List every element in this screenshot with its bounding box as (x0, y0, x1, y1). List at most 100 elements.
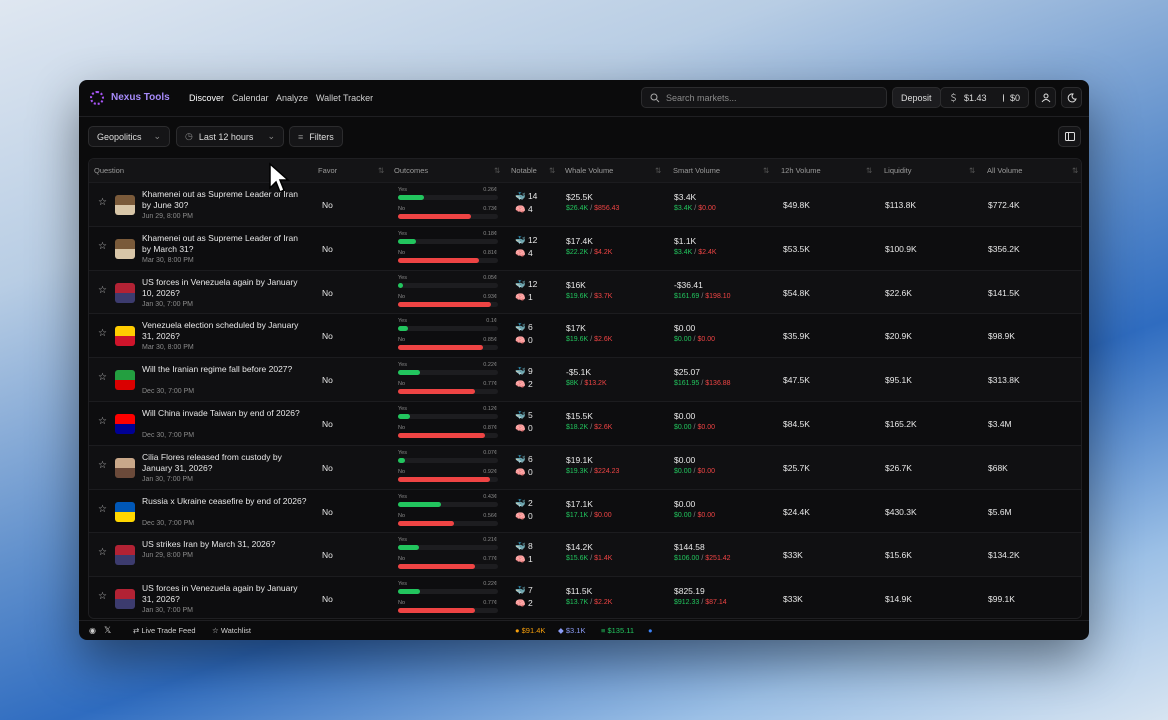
favorite-star[interactable]: ☆ (98, 372, 107, 384)
question[interactable]: Cilia Flores released from custody by Ja… (142, 451, 282, 473)
favorite-star[interactable]: ☆ (98, 240, 107, 252)
question[interactable]: US strikes Iran by March 31, 2026? (142, 539, 276, 550)
nav-link[interactable]: Analyze (276, 93, 309, 103)
outcome-track (398, 345, 498, 351)
sell: $0.00 (697, 511, 716, 519)
market-row[interactable]: ☆ Khamenei out as Supreme Leader of Iran … (89, 225, 1081, 270)
divider (79, 116, 1089, 117)
brand[interactable]: Nexus Tools (111, 92, 170, 103)
favor: No (322, 550, 333, 561)
market-row[interactable]: ☆ Khamenei out as Supreme Leader of Iran … (89, 182, 1081, 226)
smart-count: 🧠 1 (515, 291, 533, 302)
market-row[interactable]: ☆ Will China invade Taiwan by end of 2026… (89, 401, 1081, 445)
account-button[interactable] (1035, 87, 1056, 108)
sell: $0.00 (594, 511, 612, 519)
question[interactable]: Khamenei out as Supreme Leader of Iran b… (142, 232, 298, 254)
smart-count: 🧠 0 (515, 423, 533, 433)
column-header[interactable]: Question (94, 159, 224, 182)
column-header[interactable]: Liquidity (884, 159, 979, 182)
sell: $198.10 (705, 292, 731, 300)
favorite-star[interactable]: ☆ (98, 503, 107, 515)
favorite-star[interactable]: ☆ (98, 459, 107, 471)
market-row[interactable]: ☆ US strikes Iran by March 31, 2026? Jun 2… (89, 532, 1081, 577)
range-select[interactable]: ◷ Last 12 hours ⌄ (176, 126, 284, 147)
liquidity: $14.9K (885, 594, 912, 605)
question[interactable]: Khamenei out as Supreme Leader of Iran b… (142, 189, 298, 210)
column-header[interactable]: All Volume (987, 159, 1081, 182)
discord-icon[interactable]: ◉ (89, 626, 96, 635)
outcome-label: No (398, 468, 406, 475)
market-row[interactable]: ☆ Russia x Ukraine ceasefire by end of 20… (89, 488, 1081, 533)
smart-count: 🧠 0 (515, 510, 533, 521)
favorite-star[interactable]: ☆ (98, 416, 107, 427)
whale-count: 🐳 2 (515, 497, 533, 508)
market-row[interactable]: ☆ Venezuela election scheduled by January… (89, 313, 1081, 358)
column-header[interactable]: 12h Volume (781, 159, 876, 182)
liquidity: $95.1K (885, 375, 912, 386)
x-icon[interactable]: 𝕏 (104, 625, 112, 635)
outcome-label: No (398, 293, 406, 300)
outcome-bar (398, 433, 485, 438)
smart-breakdown: $0.00/$0.00 (674, 424, 715, 431)
separator: / (693, 467, 696, 475)
favor: No (322, 594, 333, 605)
nav-link[interactable]: Calendar (232, 93, 269, 103)
nav-link[interactable]: Discover (189, 93, 225, 103)
outcome-label: No (398, 512, 406, 519)
end-date: Dec 30, 7:00 PM (142, 388, 195, 396)
outcome-bar (398, 238, 416, 244)
filters-button[interactable]: ≡ Filters (289, 126, 343, 147)
search-box[interactable]: Search markets... (641, 87, 887, 108)
separator: / (701, 292, 704, 300)
outcome-label: No (398, 600, 406, 607)
theme-button[interactable] (1061, 87, 1082, 108)
market-row[interactable]: ☆ US forces in Venezuela again by January… (89, 576, 1081, 618)
outcome-bar (398, 520, 454, 526)
volume-12h: $35.9K (783, 331, 810, 342)
feed-link[interactable]: ⇄ Live Trade Feed (133, 626, 196, 635)
end-date: Dec 30, 7:00 PM (142, 432, 195, 439)
favorite-star[interactable]: ☆ (98, 547, 107, 559)
question[interactable]: US forces in Venezuela again by January … (142, 583, 298, 605)
market-row[interactable]: ☆ Will the Iranian regime fall before 202… (89, 357, 1081, 402)
question[interactable]: Will the Iranian regime fall before 2027… (142, 364, 293, 375)
liquidity: $22.6K (885, 287, 912, 298)
favorite-star[interactable]: ☆ (98, 328, 107, 340)
ticker: $91.4K (521, 626, 546, 635)
column-header[interactable]: Whale Volume (565, 159, 665, 182)
question[interactable]: Russia x Ukraine ceasefire by end of 202… (142, 495, 307, 506)
points: $0 (1009, 92, 1020, 103)
balance-button[interactable]: ＄ $1.43 $0 (940, 87, 1029, 108)
outcome-price: 0.93¢ (483, 293, 497, 300)
sort-icon: ⇅ (549, 159, 556, 182)
column-header[interactable]: Outcomes (394, 159, 504, 182)
panel-toggle[interactable] (1058, 126, 1081, 147)
question[interactable]: Will China invade Taiwan by end of 2026? (142, 408, 300, 418)
outcome-label: No (398, 381, 406, 388)
favorite-star[interactable]: ☆ (98, 591, 107, 603)
whale-volume: $11.5K (566, 586, 593, 597)
column-header[interactable]: Smart Volume (673, 159, 773, 182)
question[interactable]: US forces in Venezuela again by January … (142, 276, 298, 298)
smart-breakdown: $161.95/$136.88 (674, 380, 731, 387)
outcome-track (398, 389, 498, 395)
liquidity: $113.8K (885, 200, 917, 210)
favorite-star[interactable]: ☆ (98, 197, 107, 208)
deposit-button[interactable]: Deposit (892, 87, 941, 108)
column-header[interactable]: Notable (511, 159, 559, 182)
column-header[interactable]: Favor (318, 159, 388, 182)
market-row[interactable]: ☆ Cilia Flores released from custody by J… (89, 444, 1081, 489)
market-image (115, 326, 135, 347)
category-select[interactable]: Geopolitics ⌄ (88, 126, 170, 147)
smart-breakdown: $161.69/$198.10 (674, 293, 731, 300)
outcome-price: 0.22¢ (483, 581, 497, 588)
favorite-star[interactable]: ☆ (98, 284, 107, 296)
watchlist-link[interactable]: ☆ Watchlist (212, 626, 251, 635)
whale-count: 🐳 9 (515, 366, 533, 377)
question[interactable]: Venezuela election scheduled by January … (142, 320, 299, 342)
market-row[interactable]: ☆ US forces in Venezuela again by January… (89, 269, 1081, 314)
favor: No (322, 287, 333, 298)
nav-link[interactable]: Wallet Tracker (316, 93, 374, 103)
separator: / (693, 511, 696, 519)
